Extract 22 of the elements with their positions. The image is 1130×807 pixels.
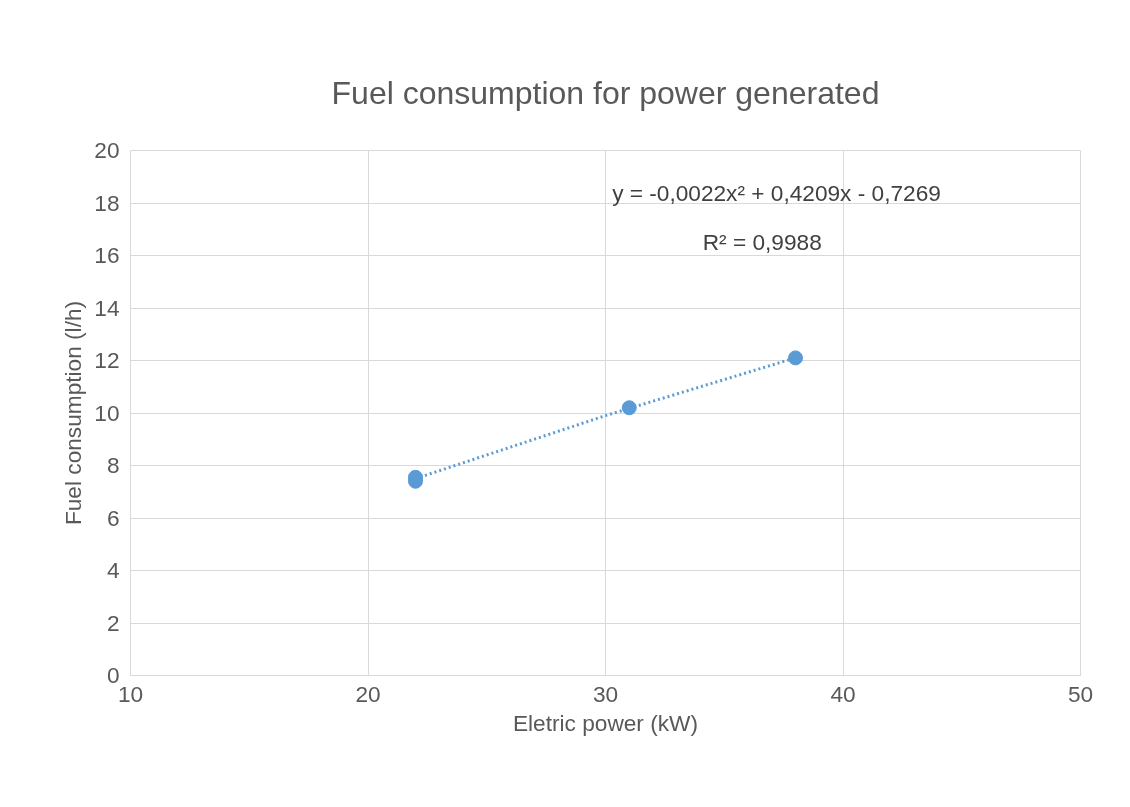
y-tick-label: 16 xyxy=(94,242,120,268)
point xyxy=(788,350,803,366)
y-tick-label: 4 xyxy=(106,557,120,583)
y-tick-label: 14 xyxy=(94,294,120,321)
y-axis-title: Fuel consumption (l/h) xyxy=(60,300,87,526)
y-tick-label: 8 xyxy=(106,452,120,478)
x-tick-label: 30 xyxy=(592,680,619,707)
y-tick-label: 20 xyxy=(94,137,120,163)
annotation: y = -0,0022x² + 0,4209x - 0,7269 xyxy=(612,179,941,206)
point xyxy=(621,400,637,416)
y-tick-label: 2 xyxy=(106,609,120,636)
y-tick-label: 6 xyxy=(106,504,120,531)
y-tick-label: 12 xyxy=(94,347,120,373)
x-tick-label: 50 xyxy=(1067,680,1094,707)
y-tick-label: 18 xyxy=(94,189,120,216)
x-axis-title: Eletric power (kW) xyxy=(512,709,699,736)
y-tick-label: 0 xyxy=(106,662,120,688)
y-tick-label: 10 xyxy=(94,399,120,426)
x-tick-label: 40 xyxy=(830,680,856,707)
chart-title: Fuel consumption for power generated xyxy=(331,74,880,111)
annotation: R² = 0,9988 xyxy=(702,229,822,256)
x-tick-label: 20 xyxy=(355,680,381,707)
